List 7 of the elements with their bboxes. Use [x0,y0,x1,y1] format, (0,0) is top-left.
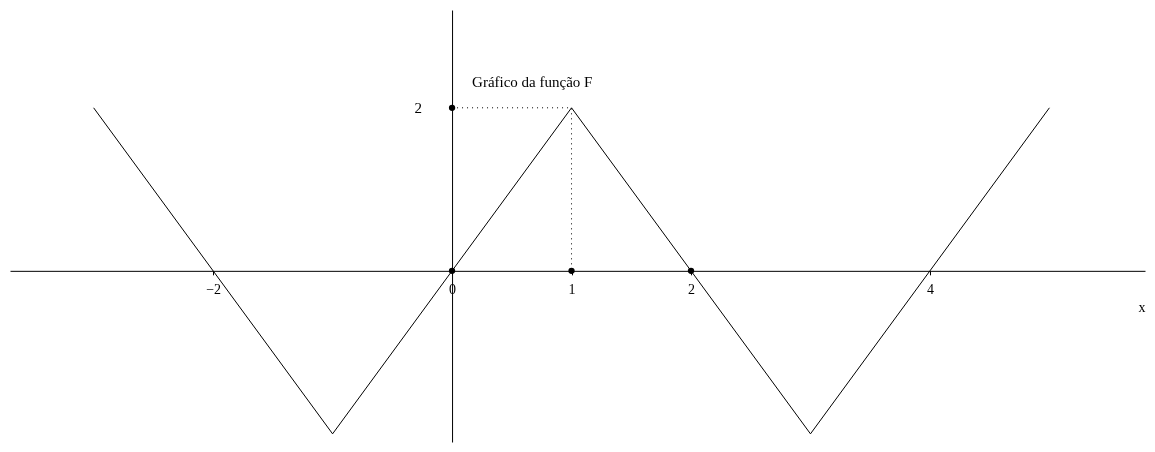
x-tick-label: 2 [688,282,695,298]
x-axis-title: x [1138,300,1146,316]
x-tick-label: 1 [568,282,576,298]
annotation: 2 [414,99,423,116]
x-tick-label: −2 [206,282,222,298]
x-tick-label: 4 [926,282,934,298]
chart-title: Gráfico da função F [472,74,593,90]
